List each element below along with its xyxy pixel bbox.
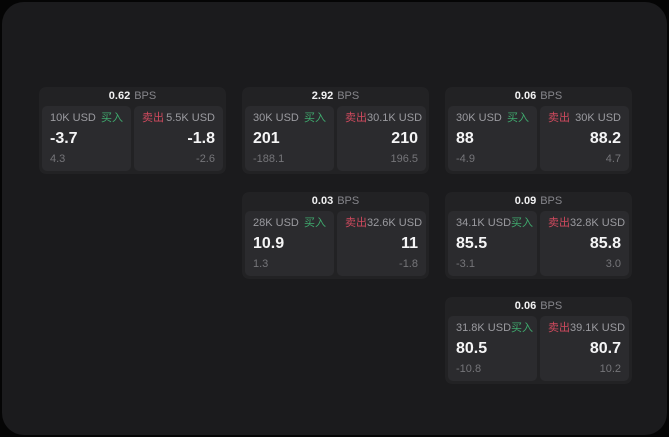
- buy-price: 10.9: [253, 235, 285, 252]
- sell-amount: 39.1K USD: [570, 322, 626, 334]
- bps-unit-label: BPS: [134, 90, 157, 102]
- sell-quote-panel[interactable]: 卖出 32.6K USD 11 -1.8: [337, 211, 426, 276]
- sell-quote-panel[interactable]: 卖出 5.5K USD -1.8 -2.6: [134, 106, 223, 171]
- buy-quote-panel[interactable]: 34.1K USD 买入 85.5 -3.1: [448, 211, 537, 276]
- buy-side-label: 买入: [511, 322, 534, 334]
- buy-price: 201: [253, 130, 280, 147]
- quote-card: 0.06 BPS 31.8K USD 买入 80.5 -10.8 卖出 39.1…: [445, 297, 632, 384]
- buy-side-label: 买入: [511, 217, 534, 229]
- buy-side-label: 买入: [304, 217, 326, 229]
- sell-price: 85.8: [589, 235, 621, 252]
- sell-amount: 32.6K USD: [367, 217, 423, 229]
- buy-price: -3.7: [50, 130, 78, 147]
- buy-delta: -4.9: [456, 153, 475, 165]
- sell-delta: -1.8: [399, 258, 418, 270]
- bps-unit-label: BPS: [337, 195, 360, 207]
- buy-amount: 30K USD: [253, 112, 299, 124]
- sell-amount: 32.8K USD: [570, 217, 626, 229]
- bps-unit-label: BPS: [540, 300, 563, 312]
- quote-card: 0.62 BPS 10K USD 买入 -3.7 4.3 卖出 5.5K USD…: [39, 87, 226, 174]
- sell-price: 80.7: [589, 340, 621, 357]
- buy-amount: 34.1K USD: [456, 217, 512, 229]
- sell-quote-panel[interactable]: 卖出 32.8K USD 85.8 3.0: [540, 211, 629, 276]
- buy-price: 85.5: [456, 235, 488, 252]
- buy-delta: 4.3: [50, 153, 66, 165]
- sell-price: 88.2: [589, 130, 621, 147]
- buy-delta: -10.8: [456, 363, 482, 375]
- card-header: 2.92 BPS: [242, 87, 429, 106]
- sell-amount: 5.5K USD: [166, 112, 215, 124]
- quote-card: 0.03 BPS 28K USD 买入 10.9 1.3 卖出 32.6K US…: [242, 192, 429, 279]
- spread-bps-value: 2.92: [311, 90, 334, 102]
- spread-bps-value: 0.03: [311, 195, 334, 207]
- sell-side-label: 卖出: [345, 112, 367, 124]
- card-body: 28K USD 买入 10.9 1.3 卖出 32.6K USD 11 -1.8: [242, 211, 429, 279]
- sell-price: 210: [391, 130, 418, 147]
- card-header: 0.06 BPS: [445, 297, 632, 316]
- spread-bps-value: 0.62: [108, 90, 131, 102]
- sell-price: -1.8: [187, 130, 215, 147]
- buy-amount: 10K USD: [50, 112, 96, 124]
- buy-amount: 31.8K USD: [456, 322, 512, 334]
- card-header: 0.09 BPS: [445, 192, 632, 211]
- card-body: 10K USD 买入 -3.7 4.3 卖出 5.5K USD -1.8 -2.…: [39, 106, 226, 174]
- quote-card: 0.06 BPS 30K USD 买入 88 -4.9 卖出 30K USD 8…: [445, 87, 632, 174]
- sell-amount: 30.1K USD: [367, 112, 423, 124]
- sell-delta: -2.6: [196, 153, 215, 165]
- bps-unit-label: BPS: [337, 90, 360, 102]
- bps-unit-label: BPS: [540, 90, 563, 102]
- buy-delta: -188.1: [253, 153, 285, 165]
- buy-quote-panel[interactable]: 31.8K USD 买入 80.5 -10.8: [448, 316, 537, 381]
- card-body: 34.1K USD 买入 85.5 -3.1 卖出 32.8K USD 85.8…: [445, 211, 632, 279]
- card-body: 30K USD 买入 201 -188.1 卖出 30.1K USD 210 1…: [242, 106, 429, 174]
- buy-quote-panel[interactable]: 28K USD 买入 10.9 1.3: [245, 211, 334, 276]
- buy-side-label: 买入: [507, 112, 529, 124]
- buy-delta: -3.1: [456, 258, 475, 270]
- bps-unit-label: BPS: [540, 195, 563, 207]
- buy-price: 88: [456, 130, 474, 147]
- sell-side-label: 卖出: [548, 322, 570, 334]
- sell-delta: 196.5: [390, 153, 418, 165]
- quote-card: 0.09 BPS 34.1K USD 买入 85.5 -3.1 卖出 32.8K…: [445, 192, 632, 279]
- buy-side-label: 买入: [304, 112, 326, 124]
- spread-bps-value: 0.09: [514, 195, 537, 207]
- sell-quote-panel[interactable]: 卖出 30K USD 88.2 4.7: [540, 106, 629, 171]
- sell-delta: 4.7: [605, 153, 621, 165]
- card-header: 0.06 BPS: [445, 87, 632, 106]
- card-body: 31.8K USD 买入 80.5 -10.8 卖出 39.1K USD 80.…: [445, 316, 632, 384]
- sell-amount: 30K USD: [575, 112, 621, 124]
- sell-side-label: 卖出: [548, 217, 570, 229]
- spread-bps-value: 0.06: [514, 90, 537, 102]
- card-header: 0.03 BPS: [242, 192, 429, 211]
- card-header: 0.62 BPS: [39, 87, 226, 106]
- buy-price: 80.5: [456, 340, 488, 357]
- sell-quote-panel[interactable]: 卖出 30.1K USD 210 196.5: [337, 106, 426, 171]
- sell-price: 11: [401, 235, 418, 252]
- sell-side-label: 卖出: [345, 217, 367, 229]
- sell-delta: 3.0: [605, 258, 621, 270]
- sell-side-label: 卖出: [142, 112, 164, 124]
- buy-amount: 28K USD: [253, 217, 299, 229]
- sell-delta: 10.2: [599, 363, 621, 375]
- buy-quote-panel[interactable]: 10K USD 买入 -3.7 4.3: [42, 106, 131, 171]
- cards-grid: 0.62 BPS 10K USD 买入 -3.7 4.3 卖出 5.5K USD…: [39, 87, 632, 384]
- buy-side-label: 买入: [101, 112, 123, 124]
- card-body: 30K USD 买入 88 -4.9 卖出 30K USD 88.2 4.7: [445, 106, 632, 174]
- buy-delta: 1.3: [253, 258, 269, 270]
- buy-quote-panel[interactable]: 30K USD 买入 88 -4.9: [448, 106, 537, 171]
- buy-amount: 30K USD: [456, 112, 502, 124]
- spread-bps-value: 0.06: [514, 300, 537, 312]
- sell-side-label: 卖出: [548, 112, 570, 124]
- quote-card: 2.92 BPS 30K USD 买入 201 -188.1 卖出 30.1K …: [242, 87, 429, 174]
- buy-quote-panel[interactable]: 30K USD 买入 201 -188.1: [245, 106, 334, 171]
- sell-quote-panel[interactable]: 卖出 39.1K USD 80.7 10.2: [540, 316, 629, 381]
